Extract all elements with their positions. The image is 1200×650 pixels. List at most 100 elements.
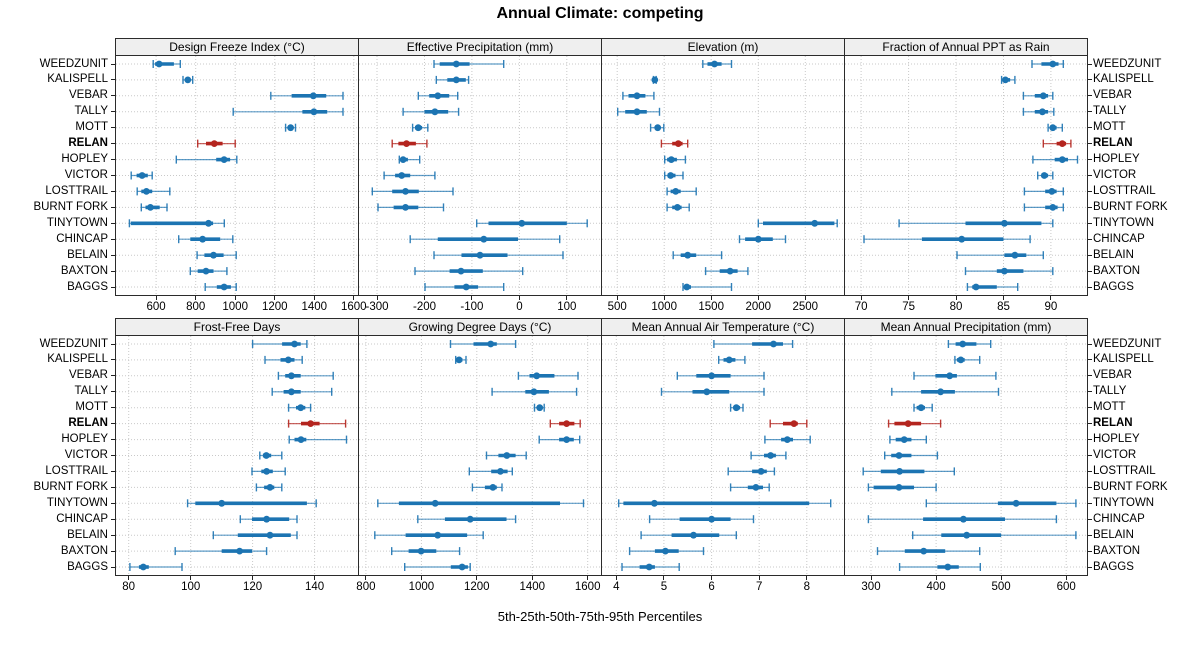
median-dot — [959, 340, 967, 348]
percentile-row-weedzunit — [1031, 60, 1065, 68]
median-dot — [767, 452, 774, 459]
percentile-row-kalispell — [182, 75, 194, 84]
percentile-row-vebar — [517, 371, 579, 380]
x-axis-tick — [476, 576, 478, 580]
median-dot — [402, 188, 409, 195]
strip-growing-degree-days: Growing Degree Days (°C) — [358, 318, 602, 336]
dot-whisker-svg — [359, 56, 601, 295]
y-axis-tick-right — [1088, 502, 1092, 504]
x-axis-tick — [155, 296, 157, 300]
strip-label: Frost-Free Days — [193, 320, 281, 334]
percentile-row-baxton — [174, 547, 268, 556]
percentile-row-kalispell — [954, 355, 981, 364]
y-axis-tick-right — [1088, 286, 1092, 288]
percentile-row-belain — [911, 531, 1077, 540]
median-dot — [972, 283, 980, 291]
y-axis-tick-left — [111, 79, 115, 81]
percentile-row-vebar — [417, 91, 459, 100]
strip-mean-annual-precipitation: Mean Annual Precipitation (mm) — [844, 318, 1088, 336]
x-tick-label: 5 — [660, 581, 668, 593]
x-tick-label: 1400 — [519, 581, 546, 593]
x-axis-tick — [190, 576, 192, 580]
median-dot — [690, 531, 697, 539]
station-label-left: KALISPELL — [47, 353, 108, 366]
percentile-row-victor — [485, 451, 527, 460]
median-dot — [1001, 219, 1008, 227]
percentile-row-losttrail — [136, 187, 171, 196]
panel-mean-annual-precipitation — [844, 335, 1088, 576]
y-axis-tick-left — [111, 238, 115, 240]
x-tick-label: 800 — [186, 301, 206, 313]
percentile-row-chincap — [409, 235, 561, 244]
station-label-left: LOSTTRAIL — [45, 464, 108, 477]
median-dot — [667, 172, 674, 179]
y-axis-tick-right — [1088, 254, 1092, 256]
percentile-row-victor — [130, 171, 153, 180]
station-label-right: BELAIN — [1093, 248, 1134, 261]
y-axis-tick-right — [1088, 566, 1092, 568]
x-axis-tick — [420, 576, 422, 580]
station-label-right: VICTOR — [1093, 449, 1137, 461]
x-tick-label: 75 — [902, 301, 915, 313]
median-dot — [536, 404, 544, 412]
dot-whisker-svg — [602, 56, 844, 295]
y-axis-tick-right — [1088, 222, 1092, 224]
median-dot — [708, 515, 715, 523]
station-label-left: VEBAR — [69, 89, 108, 102]
station-label-left: HOPLEY — [61, 153, 108, 166]
x-axis-tick — [1000, 576, 1002, 580]
median-dot — [904, 420, 912, 427]
strip-design-freeze-index: Design Freeze Index (°C) — [115, 38, 359, 56]
x-axis-tick — [955, 296, 957, 300]
station-label-left: LOSTTRAIL — [45, 184, 108, 197]
percentile-row-vebar — [913, 371, 997, 380]
y-axis-tick-left — [111, 286, 115, 288]
percentile-row-weedzunit — [433, 60, 505, 68]
x-axis-tick — [806, 576, 808, 580]
percentile-row-hopley — [764, 435, 811, 444]
median-dot — [645, 563, 653, 571]
dot-whisker-svg — [359, 336, 601, 575]
station-label-right: VEBAR — [1093, 369, 1132, 382]
x-axis-tick — [195, 296, 197, 300]
percentile-row-belain — [956, 251, 1045, 260]
panel-fraction-ppt-rain — [844, 55, 1088, 296]
median-dot — [944, 563, 952, 571]
y-axis-tick-left — [111, 343, 115, 345]
median-dot — [210, 140, 218, 147]
percentile-row-baggs — [129, 563, 183, 571]
x-axis-tick — [313, 296, 315, 300]
y-axis-tick-left — [111, 518, 115, 520]
y-axis-tick-right — [1088, 375, 1092, 377]
x-tick-label: 140 — [305, 581, 325, 593]
percentile-row-tinytown — [925, 499, 1077, 508]
median-dot — [633, 92, 641, 100]
median-dot — [1049, 124, 1057, 132]
median-dot — [530, 388, 538, 396]
percentile-row-belain — [672, 251, 723, 260]
percentile-row-vebar — [622, 91, 655, 100]
percentile-row-tally — [891, 387, 1000, 396]
percentile-row-baxton — [704, 267, 749, 276]
y-axis-tick-left — [111, 470, 115, 472]
y-axis-tick-right — [1088, 111, 1092, 113]
median-dot — [297, 404, 305, 412]
percentile-row-tally — [1022, 107, 1055, 116]
percentile-row-baggs — [424, 283, 505, 291]
median-dot — [674, 204, 681, 211]
percentile-row-hopley — [889, 435, 928, 444]
percentile-row-chincap — [867, 515, 1058, 524]
x-axis-tick — [234, 296, 236, 300]
chart-title: Annual Climate: competing — [496, 5, 704, 22]
strip-fraction-ppt-rain: Fraction of Annual PPT as Rain — [844, 38, 1088, 56]
median-dot — [651, 499, 658, 507]
station-label-right: WEEDZUNIT — [1093, 337, 1162, 350]
median-dot — [708, 372, 715, 380]
median-dot — [291, 340, 298, 348]
y-axis-tick-left — [111, 111, 115, 113]
x-axis-tick — [758, 576, 760, 580]
median-dot — [399, 156, 407, 163]
x-tick-label: 7 — [755, 581, 763, 593]
percentile-row-kalispell — [651, 75, 659, 84]
median-dot — [783, 436, 791, 443]
